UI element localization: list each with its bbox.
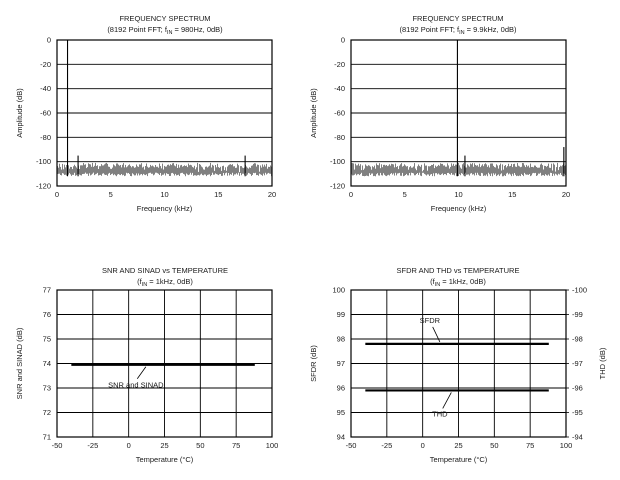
x-tick-label: 50 [196, 441, 204, 450]
x-axis-label: Frequency (kHz) [431, 204, 487, 213]
x-tick-label: 25 [160, 441, 168, 450]
annotation-leader [442, 392, 452, 409]
x-tick-label: 50 [490, 441, 498, 450]
x-axis-label: Temperature (°C) [136, 455, 194, 464]
x-tick-label: 75 [232, 441, 240, 450]
x-tick-label: 10 [454, 190, 462, 199]
y-right-tick-label: -100 [572, 286, 587, 295]
y-tick-label: 73 [43, 384, 51, 393]
y-tick-label: 72 [43, 408, 51, 417]
plot-frame [56, 39, 273, 187]
y-tick-label: 77 [43, 286, 51, 295]
y-tick-label: 71 [43, 433, 51, 442]
y-tick-label: -20 [334, 60, 345, 69]
y-right-tick-label: -99 [572, 310, 583, 319]
x-axis-label: Frequency (kHz) [137, 204, 193, 213]
y-tick-label: 76 [43, 310, 51, 319]
y-tick-label: -40 [334, 84, 345, 93]
y-tick-label: -80 [40, 133, 51, 142]
plots: 0 5 10 15 20 0 -20 -40 -60 -80 -100 -120 Frequency (… [15, 36, 607, 465]
y-right-tick-label: -98 [572, 335, 583, 344]
y-tick-label: 0 [47, 36, 51, 45]
noise-floor [351, 162, 566, 177]
x-tick-label: 5 [109, 190, 113, 199]
x-tick-label: 75 [526, 441, 534, 450]
plot-frame [56, 289, 273, 438]
y-tick-label: 96 [337, 384, 345, 393]
x-axis-label: Temperature (°C) [430, 455, 488, 464]
x-tick-label: -25 [87, 441, 98, 450]
y-tick-label: 95 [337, 408, 345, 417]
y-tick-label: 100 [332, 286, 345, 295]
y-axis-label: Amplitude (dB) [309, 88, 318, 138]
x-tick-label: 15 [214, 190, 222, 199]
series-annotation: SFDR [420, 316, 441, 325]
x-tick-label: 0 [127, 441, 131, 450]
x-tick-label: 0 [421, 441, 425, 450]
y-tick-label: -100 [36, 157, 51, 166]
x-tick-label: -25 [381, 441, 392, 450]
series-annotation: SNR and SINAD [108, 381, 164, 390]
y-tick-label: -120 [36, 182, 51, 191]
y-tick-label: -120 [330, 182, 345, 191]
x-tick-label: 10 [160, 190, 168, 199]
y-right-tick-label: -95 [572, 408, 583, 417]
y-axis-label: SFDR (dB) [309, 345, 318, 382]
y-axis-label-right: THD (dB) [598, 347, 607, 379]
chart1-title: FREQUENCY SPECTRUM [119, 14, 210, 23]
y-tick-label: 0 [341, 36, 345, 45]
chart4-title: SFDR AND THD vs TEMPERATURE [397, 266, 520, 275]
y-right-tick-label: -94 [572, 433, 583, 442]
chart4-subtitle: (fIN = 1kHz, 0dB) [430, 277, 486, 288]
x-tick-label: 0 [349, 190, 353, 199]
y-tick-label: -60 [40, 109, 51, 118]
y-right-tick-label: -97 [572, 359, 583, 368]
chart2-subtitle: (8192 Point FFT; fIN = 9.9kHz, 0dB) [399, 25, 517, 36]
x-tick-label: 15 [508, 190, 516, 199]
y-tick-label: -80 [334, 133, 345, 142]
x-tick-label: 0 [55, 190, 59, 199]
x-tick-label: 100 [266, 441, 279, 450]
y-tick-label: -60 [334, 109, 345, 118]
y-tick-label: 99 [337, 310, 345, 319]
y-tick-label: -100 [330, 157, 345, 166]
y-tick-label: 98 [337, 335, 345, 344]
y-tick-label: 74 [43, 359, 51, 368]
chart1-subtitle: (8192 Point FFT; fIN = 980Hz, 0dB) [107, 25, 223, 36]
x-tick-label: -50 [52, 441, 63, 450]
x-tick-label: 25 [454, 441, 462, 450]
y-axis-label: SNR and SINAD (dB) [15, 327, 24, 399]
annotation-leader [136, 366, 147, 379]
y-right-tick-label: -96 [572, 384, 583, 393]
x-tick-label: 20 [268, 190, 276, 199]
chart-2: 0 5 10 15 20 0 -20 -40 -60 -80 -100 -120 Frequency (… [309, 36, 570, 214]
x-tick-label: -50 [346, 441, 357, 450]
x-tick-label: 5 [403, 190, 407, 199]
chart-3: -50 -25 0 25 50 75 100 77 76 75 74 73 72 71 Temperatur… [15, 286, 278, 465]
chart-4: -50 -25 0 25 50 75 100 100 99 98 97 96 95 94 -100 -99 -9… [309, 286, 607, 465]
series-annotation: THD [432, 409, 448, 418]
y-tick-label: 97 [337, 359, 345, 368]
chart2-title: FREQUENCY SPECTRUM [412, 14, 503, 23]
chart3-title: SNR AND SINAD vs TEMPERATURE [102, 266, 228, 275]
y-tick-label: -40 [40, 84, 51, 93]
x-tick-label: 20 [562, 190, 570, 199]
annotation-leader [432, 326, 441, 343]
x-tick-label: 100 [560, 441, 573, 450]
y-tick-label: -20 [40, 60, 51, 69]
y-tick-label: 94 [337, 433, 345, 442]
noise-floor [57, 162, 272, 177]
plot-frame [350, 39, 567, 187]
y-axis-label: Amplitude (dB) [15, 88, 24, 138]
chart3-subtitle: (fIN = 1kHz, 0dB) [137, 277, 193, 288]
chart-1: 0 5 10 15 20 0 -20 -40 -60 -80 -100 -120 Frequency (… [15, 36, 276, 214]
y-tick-label: 75 [43, 335, 51, 344]
